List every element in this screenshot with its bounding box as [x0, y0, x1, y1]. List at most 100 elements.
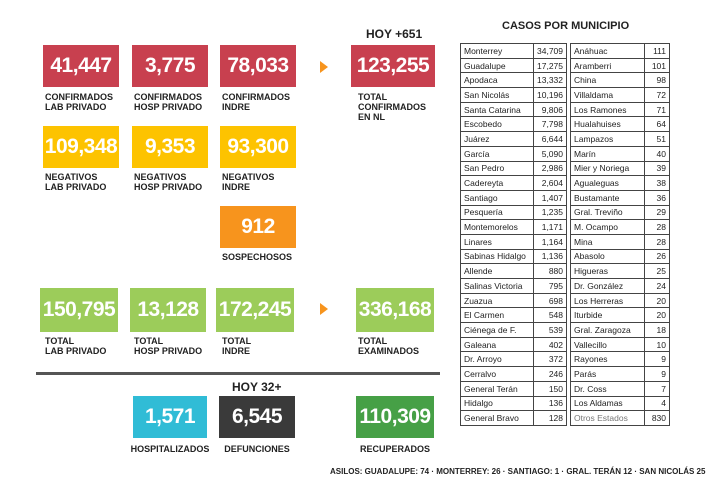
municipio-name: Higueras: [570, 263, 645, 279]
municipio-count: 10: [644, 336, 670, 353]
sospechosos-label: SOSPECHOSOS: [222, 252, 293, 262]
municipio-name: Allende: [460, 263, 534, 279]
municipio-row: Otros Estados 830: [570, 410, 670, 426]
municipio-name: Gral. Zaragoza: [570, 322, 645, 338]
municipio-count: 17,275: [533, 57, 567, 74]
total-confirmados-label: TOTAL CONFIRMADOS EN NL: [358, 92, 426, 122]
municipio-count: 9: [644, 351, 670, 368]
municipios-title: CASOS POR MUNICIPIO: [502, 20, 630, 32]
municipio-name: Apodaca: [460, 72, 534, 89]
municipio-name: Dr. González: [570, 278, 645, 294]
municipio-row: Aramberri 101: [570, 57, 670, 74]
total-lab-privado-label: TOTAL LAB PRIVADO: [45, 336, 107, 356]
municipio-count: 9,806: [533, 101, 567, 118]
total-indre-label: TOTAL INDRE: [222, 336, 252, 356]
municipio-count: 101: [644, 57, 670, 74]
municipio-name: Pesquería: [460, 204, 534, 221]
municipio-row: Cadereyta 2,604: [460, 175, 567, 191]
municipio-count: 98: [644, 72, 670, 89]
municipio-count: 34,709: [533, 43, 567, 59]
municipio-row: Hualahuises 64: [570, 116, 670, 133]
municipio-row: Los Ramones 71: [570, 101, 670, 118]
municipio-row: Villaldama 72: [570, 87, 670, 103]
municipio-count: 128: [533, 410, 567, 426]
municipio-name: Dr. Coss: [570, 380, 645, 397]
municipio-row: Sabinas Hidalgo 1,136: [460, 248, 567, 265]
municipio-count: 402: [533, 336, 567, 353]
municipio-row: Marín 40: [570, 145, 670, 162]
municipio-name: M. Ocampo: [570, 219, 645, 235]
municipio-name: Escobedo: [460, 116, 534, 133]
municipio-name: General Bravo: [460, 410, 534, 426]
municipio-row: San Nicolás 10,196: [460, 87, 567, 103]
municipio-row: Dr. Arroyo 372: [460, 351, 567, 368]
municipio-row: El Carmen 548: [460, 307, 567, 324]
municipio-name: Los Aldamas: [570, 395, 645, 412]
municipio-name: Lampazos: [570, 131, 645, 147]
municipio-name: Mier y Noriega: [570, 160, 645, 177]
municipio-count: 18: [644, 322, 670, 338]
section-divider: [36, 372, 440, 375]
municipio-count: 72: [644, 87, 670, 103]
municipio-name: Galeana: [460, 336, 534, 353]
municipio-count: 136: [533, 395, 567, 412]
municipio-count: 830: [644, 410, 670, 426]
arrow-right-icon: [320, 61, 328, 73]
municipio-name: Juárez: [460, 131, 534, 147]
municipio-count: 29: [644, 204, 670, 221]
hospitalizados-value: 1,571: [133, 396, 207, 438]
municipio-name: El Carmen: [460, 307, 534, 324]
municipio-name: Marín: [570, 145, 645, 162]
municipio-name: Los Herreras: [570, 292, 645, 309]
municipio-row: Guadalupe 17,275: [460, 57, 567, 74]
municipio-row: Escobedo 7,798: [460, 116, 567, 133]
total-examinados-label: TOTAL EXAMINADOS: [358, 336, 420, 356]
municipio-count: 9: [644, 366, 670, 382]
municipio-name: Santa Catarina: [460, 101, 534, 118]
municipio-name: Mina: [570, 233, 645, 250]
municipio-count: 20: [644, 307, 670, 324]
municipio-count: 24: [644, 278, 670, 294]
municipio-name: Iturbide: [570, 307, 645, 324]
confirmados-lab-privado-value: 41,447: [43, 45, 119, 87]
municipio-count: 1,136: [533, 248, 567, 265]
municipio-row: Mina 28: [570, 233, 670, 250]
recuperados-label: RECUPERADOS: [359, 444, 430, 454]
municipio-row: Bustamante 36: [570, 189, 670, 206]
defunciones-value: 6,545: [219, 396, 295, 438]
municipios-table-right: Anáhuac 111 Aramberri 101 China 98 Villaldama 7…: [570, 43, 670, 426]
municipio-count: 4: [644, 395, 670, 412]
asilos-note: ASILOS: GUADALUPE: 74 · MONTERREY: 26 · …: [330, 467, 706, 476]
total-confirmados-value: 123,255: [351, 45, 435, 87]
municipio-count: 1,171: [533, 219, 567, 235]
municipio-count: 26: [644, 248, 670, 265]
defunciones-label: DEFUNCIONES: [224, 444, 290, 454]
municipio-name: Dr. Arroyo: [460, 351, 534, 368]
municipio-count: 246: [533, 366, 567, 382]
municipio-count: 7: [644, 380, 670, 397]
municipio-row: Santa Catarina 9,806: [460, 101, 567, 118]
municipio-name: Aramberri: [570, 57, 645, 74]
municipio-row: Monterrey 34,709: [460, 43, 567, 59]
municipio-count: 39: [644, 160, 670, 177]
municipio-name: Villaldama: [570, 87, 645, 103]
municipio-count: 2,986: [533, 160, 567, 177]
confirmados-indre-label: CONFIRMADOS INDRE: [222, 92, 290, 112]
municipio-row: Los Aldamas 4: [570, 395, 670, 412]
municipio-row: Cerralvo 246: [460, 366, 567, 382]
confirmados-indre-value: 78,033: [220, 45, 296, 87]
municipio-row: Dr. Coss 7: [570, 380, 670, 397]
municipio-name: Los Ramones: [570, 101, 645, 118]
municipio-row: Juárez 6,644: [460, 131, 567, 147]
municipio-row: Vallecillo 10: [570, 336, 670, 353]
municipio-count: 13,332: [533, 72, 567, 89]
municipio-name: San Nicolás: [460, 87, 534, 103]
municipio-name: General Terán: [460, 380, 534, 397]
municipio-count: 71: [644, 101, 670, 118]
municipio-row: Pesquería 1,235: [460, 204, 567, 221]
hospitalizados-label: HOSPITALIZADOS: [130, 444, 210, 454]
municipio-name: Agualeguas: [570, 175, 645, 191]
municipio-name: Zuazua: [460, 292, 534, 309]
municipio-name: Cadereyta: [460, 175, 534, 191]
municipio-count: 111: [644, 43, 670, 59]
